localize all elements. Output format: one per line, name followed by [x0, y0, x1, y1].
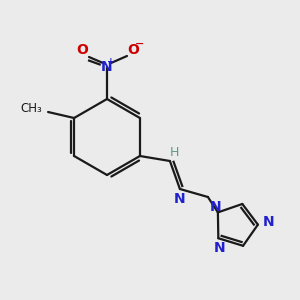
Text: N: N	[174, 192, 186, 206]
Text: H: H	[170, 146, 180, 158]
Text: O: O	[76, 43, 88, 57]
Text: O: O	[127, 43, 139, 57]
Text: +: +	[107, 58, 115, 67]
Text: N: N	[210, 200, 221, 214]
Text: −: −	[135, 39, 145, 49]
Text: N: N	[263, 214, 274, 229]
Text: CH₃: CH₃	[20, 101, 42, 115]
Text: N: N	[101, 60, 113, 74]
Text: N: N	[214, 241, 225, 255]
